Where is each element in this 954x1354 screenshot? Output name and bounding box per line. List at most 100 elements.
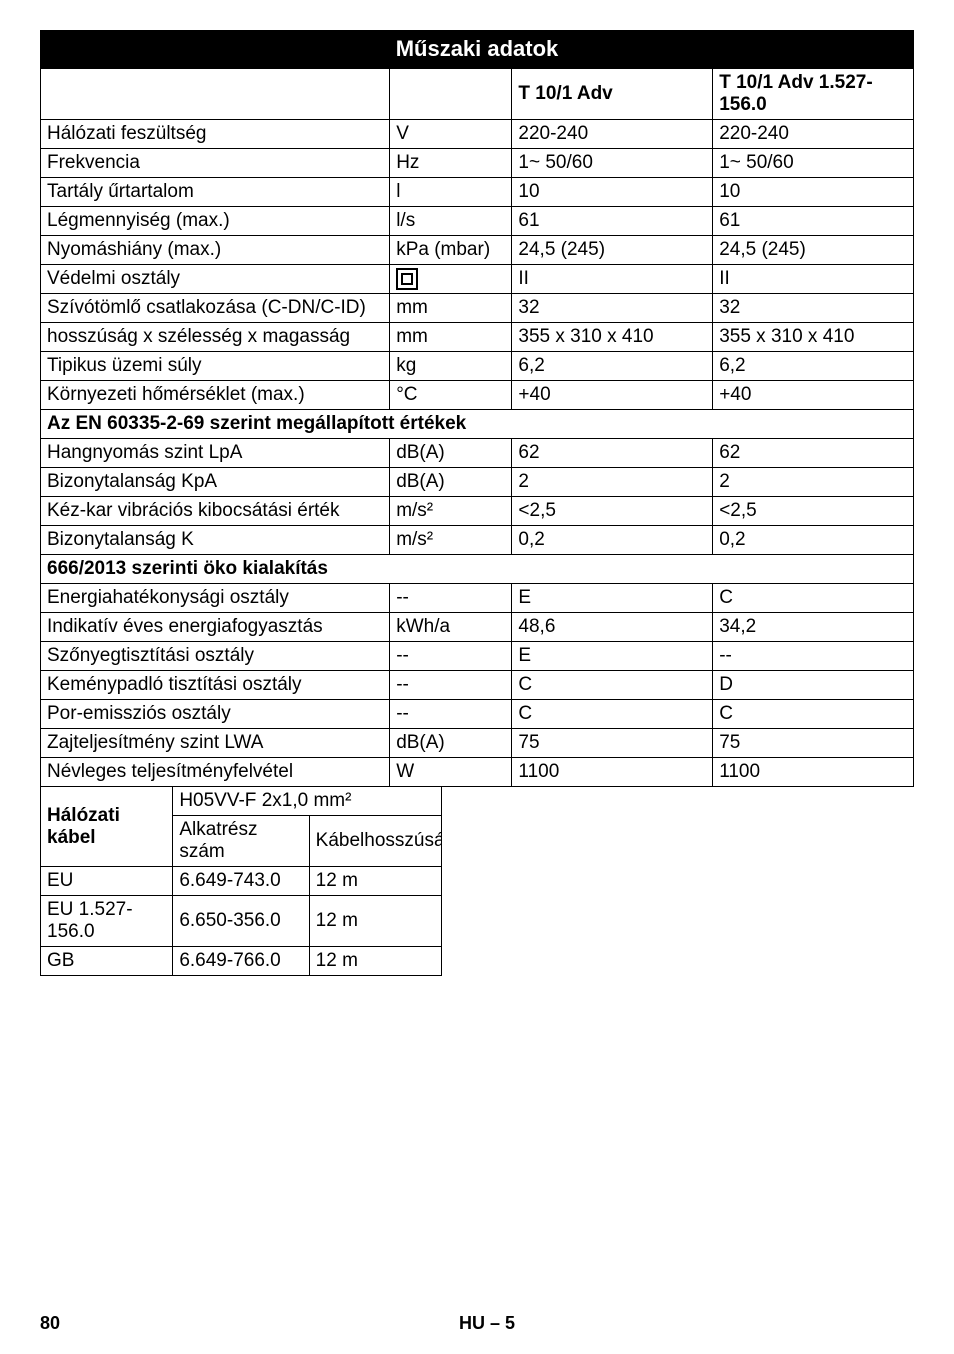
table-row: hosszúság x szélesség x magasságmm355 x …	[41, 323, 914, 352]
spec-table: T 10/1 Adv T 10/1 Adv 1.527-156.0 Hálóza…	[40, 68, 914, 787]
section-heading: 666/2013 szerinti öko kialakítás	[41, 555, 914, 584]
table-row: Bizonytalanság KpAdB(A)22	[41, 468, 914, 497]
table-row: FrekvenciaHz1~ 50/601~ 50/60	[41, 149, 914, 178]
row-value-1: 355 x 310 x 410	[512, 323, 713, 352]
row-unit: W	[390, 758, 512, 787]
table-row: Por-emissziós osztály--CC	[41, 700, 914, 729]
row-label: Energiahatékonysági osztály	[41, 584, 390, 613]
row-unit: m/s²	[390, 526, 512, 555]
row-label: Bizonytalanság KpA	[41, 468, 390, 497]
cable-table: Hálózati kábel H05VV-F 2x1,0 mm² Alkatré…	[40, 786, 442, 976]
row-label: Szívótömlő csatlakozása (C-DN/C-ID)	[41, 294, 390, 323]
table-row: Szívótömlő csatlakozása (C-DN/C-ID)mm323…	[41, 294, 914, 323]
row-unit: dB(A)	[390, 729, 512, 758]
cable-region: EU	[41, 867, 173, 896]
cable-region: GB	[41, 947, 173, 976]
row-value-2: --	[713, 642, 914, 671]
table-row: Bizonytalanság Km/s²0,20,2	[41, 526, 914, 555]
row-unit: --	[390, 700, 512, 729]
row-label: Por-emissziós osztály	[41, 700, 390, 729]
row-value-1: <2,5	[512, 497, 713, 526]
cable-part: 6.650-356.0	[173, 896, 309, 947]
table-row: Szőnyegtisztítási osztály--E--	[41, 642, 914, 671]
footer-section: HU – 5	[459, 1313, 515, 1334]
row-unit: m/s²	[390, 497, 512, 526]
row-value-1: 0,2	[512, 526, 713, 555]
row-value-2: 220-240	[713, 120, 914, 149]
row-value-2: 1100	[713, 758, 914, 787]
table-row: GB6.649-766.012 m	[41, 947, 442, 976]
table-row: Névleges teljesítményfelvételW11001100	[41, 758, 914, 787]
page-footer: 80 HU – 5	[40, 1313, 914, 1334]
row-value-1: 2	[512, 468, 713, 497]
row-label: Hálózati feszültség	[41, 120, 390, 149]
table-row: Hangnyomás szint LpAdB(A)6262	[41, 439, 914, 468]
row-value-2: II	[713, 265, 914, 294]
row-value-2: 75	[713, 729, 914, 758]
row-value-2: 6,2	[713, 352, 914, 381]
row-label: Védelmi osztály	[41, 265, 390, 294]
row-value-2: 34,2	[713, 613, 914, 642]
row-value-1: E	[512, 584, 713, 613]
row-value-2: 0,2	[713, 526, 914, 555]
row-value-2: 32	[713, 294, 914, 323]
cable-part: 6.649-766.0	[173, 947, 309, 976]
table-row: Indikatív éves energiafogyasztáskWh/a48,…	[41, 613, 914, 642]
row-unit: dB(A)	[390, 439, 512, 468]
row-label: Hangnyomás szint LpA	[41, 439, 390, 468]
row-value-1: 1~ 50/60	[512, 149, 713, 178]
row-value-1: 48,6	[512, 613, 713, 642]
cable-length: 12 m	[309, 947, 441, 976]
row-unit: kWh/a	[390, 613, 512, 642]
row-label: Zajteljesítmény szint LWA	[41, 729, 390, 758]
row-value-1: 220-240	[512, 120, 713, 149]
cable-sub-part: Alkatrész szám	[173, 816, 309, 867]
row-value-2: C	[713, 584, 914, 613]
col-header-v2: T 10/1 Adv 1.527-156.0	[713, 69, 914, 120]
cable-spec: H05VV-F 2x1,0 mm²	[173, 787, 442, 816]
table-row: Keménypadló tisztítási osztály--CD	[41, 671, 914, 700]
row-value-2: C	[713, 700, 914, 729]
row-value-2: 355 x 310 x 410	[713, 323, 914, 352]
table-row: Hálózati feszültségV220-240220-240	[41, 120, 914, 149]
row-unit: --	[390, 671, 512, 700]
row-value-2: 24,5 (245)	[713, 236, 914, 265]
cable-part: 6.649-743.0	[173, 867, 309, 896]
row-label: Tipikus üzemi súly	[41, 352, 390, 381]
table-row: Környezeti hőmérséklet (max.)°C+40+40	[41, 381, 914, 410]
row-unit: °C	[390, 381, 512, 410]
table-row: Légmennyiség (max.)l/s6161	[41, 207, 914, 236]
row-unit: Hz	[390, 149, 512, 178]
row-label: Indikatív éves energiafogyasztás	[41, 613, 390, 642]
row-value-1: 24,5 (245)	[512, 236, 713, 265]
row-unit: mm	[390, 323, 512, 352]
row-label: Környezeti hőmérséklet (max.)	[41, 381, 390, 410]
table-row: EU 1.527-156.06.650-356.012 m	[41, 896, 442, 947]
row-value-1: 1100	[512, 758, 713, 787]
cable-region: EU 1.527-156.0	[41, 896, 173, 947]
row-value-1: 62	[512, 439, 713, 468]
row-label: Keménypadló tisztítási osztály	[41, 671, 390, 700]
row-unit: --	[390, 642, 512, 671]
row-label: Kéz-kar vibrációs kibocsátási érték	[41, 497, 390, 526]
footer-page: 80	[40, 1313, 60, 1334]
row-label: hosszúság x szélesség x magasság	[41, 323, 390, 352]
row-value-2: 61	[713, 207, 914, 236]
section-heading: Az EN 60335-2-69 szerint megállapított é…	[41, 410, 914, 439]
row-label: Bizonytalanság K	[41, 526, 390, 555]
row-value-2: 10	[713, 178, 914, 207]
table-row: Zajteljesítmény szint LWAdB(A)7575	[41, 729, 914, 758]
table-row: EU6.649-743.012 m	[41, 867, 442, 896]
cable-sub-length: Kábelhosszúság	[309, 816, 441, 867]
row-unit: kPa (mbar)	[390, 236, 512, 265]
row-value-1: +40	[512, 381, 713, 410]
row-value-1: 10	[512, 178, 713, 207]
row-unit: l/s	[390, 207, 512, 236]
row-unit: mm	[390, 294, 512, 323]
row-value-2: D	[713, 671, 914, 700]
table-row: Energiahatékonysági osztály--EC	[41, 584, 914, 613]
table-row: Tartály űrtartaloml1010	[41, 178, 914, 207]
row-label: Frekvencia	[41, 149, 390, 178]
row-value-1: C	[512, 700, 713, 729]
col-header-v1: T 10/1 Adv	[512, 69, 713, 120]
